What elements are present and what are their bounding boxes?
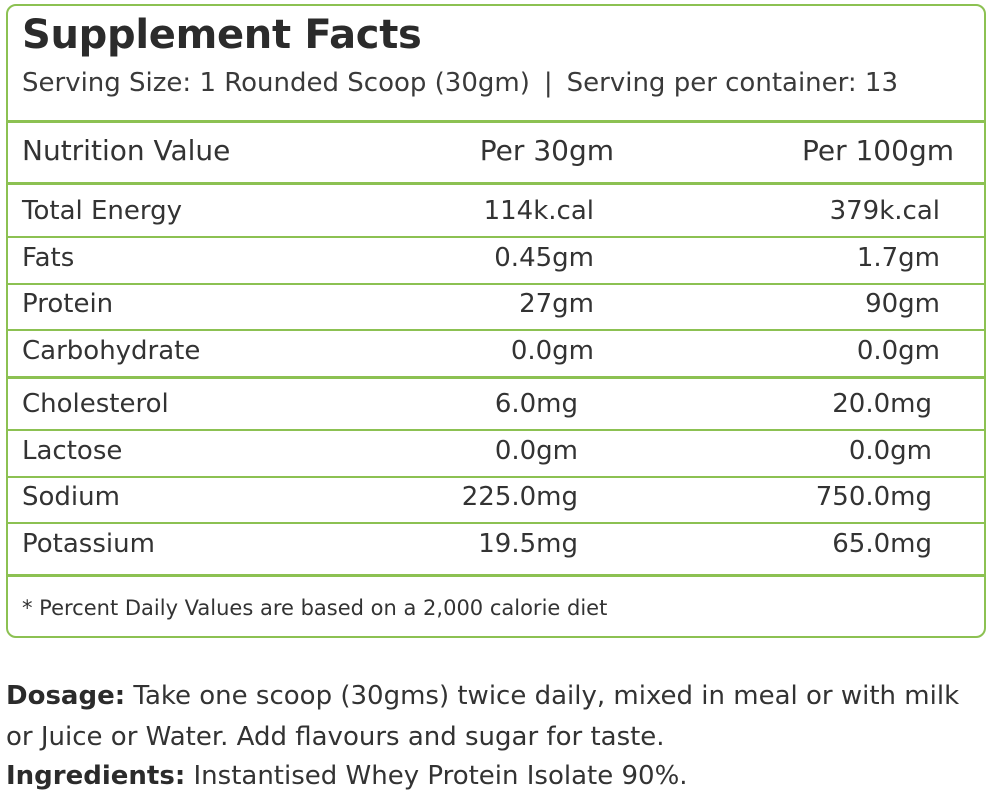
serving-size: Serving Size: 1 Rounded Scoop (30gm) [22,68,530,98]
panel-title: Supplement Facts [22,12,422,58]
table-row: Carbohydrate 0.0gm 0.0gm [8,336,984,376]
serving-info: Serving Size: 1 Rounded Scoop (30gm) | Ser… [22,68,898,98]
header-per-30gm: Per 30gm [479,134,614,167]
nutrient-name: Cholesterol [22,389,169,419]
table-row: Fats 0.45gm 1.7gm [8,243,984,283]
header-per-100gm: Per 100gm [801,134,954,167]
table-row: Lactose 0.0gm 0.0gm [8,436,984,476]
divider [8,376,984,379]
nutrient-name: Potassium [22,529,155,559]
divider [8,120,984,123]
supplement-facts-panel: Supplement Facts Serving Size: 1 Rounded… [6,4,986,638]
divider [8,329,984,331]
table-row: Sodium 225.0mg 750.0mg [8,482,984,522]
nutrient-name: Total Energy [22,196,183,226]
footnote: * Percent Daily Values are based on a 2,… [22,596,608,620]
table-row: Cholesterol 6.0mg 20.0mg [8,389,984,429]
nutrient-name: Sodium [22,482,120,512]
dosage-label: Dosage: [6,681,126,711]
value-per-30gm: 19.5mg [478,529,578,559]
divider [8,429,984,431]
divider [8,236,984,238]
value-per-30gm: 0.0gm [510,336,594,366]
nutrient-name: Fats [22,243,75,273]
value-per-30gm: 225.0mg [461,482,578,512]
value-per-100gm: 379k.cal [829,196,940,226]
ingredients-label: Ingredients: [6,761,186,791]
nutrient-name: Lactose [22,436,123,466]
ingredients-list: Instantised Whey Protein Isolate 90%. [185,761,688,791]
divider [8,522,984,524]
value-per-100gm: 20.0mg [832,389,932,419]
divider [8,476,984,478]
ingredients-text: Ingredients: Instantised Whey Protein Is… [6,761,976,791]
value-per-100gm: 0.0gm [848,436,932,466]
value-per-100gm: 750.0mg [815,482,932,512]
value-per-30gm: 0.0gm [494,436,578,466]
value-per-100gm: 65.0mg [832,529,932,559]
nutrient-name: Protein [22,289,114,319]
divider [8,574,984,577]
value-per-30gm: 0.45gm [494,243,594,273]
nutrient-name: Carbohydrate [22,336,201,366]
dosage-instructions: Take one scoop (30gms) twice daily, mixe… [6,681,960,752]
table-header-row: Nutrition Value Per 30gm Per 100gm [8,134,984,174]
table-row: Total Energy 114k.cal 379k.cal [8,196,984,236]
value-per-100gm: 90gm [865,289,940,319]
value-per-100gm: 0.0gm [856,336,940,366]
serving-separator: | [543,68,553,98]
value-per-100gm: 1.7gm [856,243,940,273]
divider [8,283,984,285]
divider [8,182,984,185]
dosage-text: Dosage: Take one scoop (30gms) twice dai… [6,676,976,758]
value-per-30gm: 114k.cal [483,196,594,226]
value-per-30gm: 27gm [519,289,594,319]
header-nutrition-value: Nutrition Value [22,134,231,167]
table-row: Potassium 19.5mg 65.0mg [8,529,984,569]
servings-per-container: Serving per container: 13 [566,68,898,98]
table-row: Protein 27gm 90gm [8,289,984,329]
value-per-30gm: 6.0mg [494,389,578,419]
